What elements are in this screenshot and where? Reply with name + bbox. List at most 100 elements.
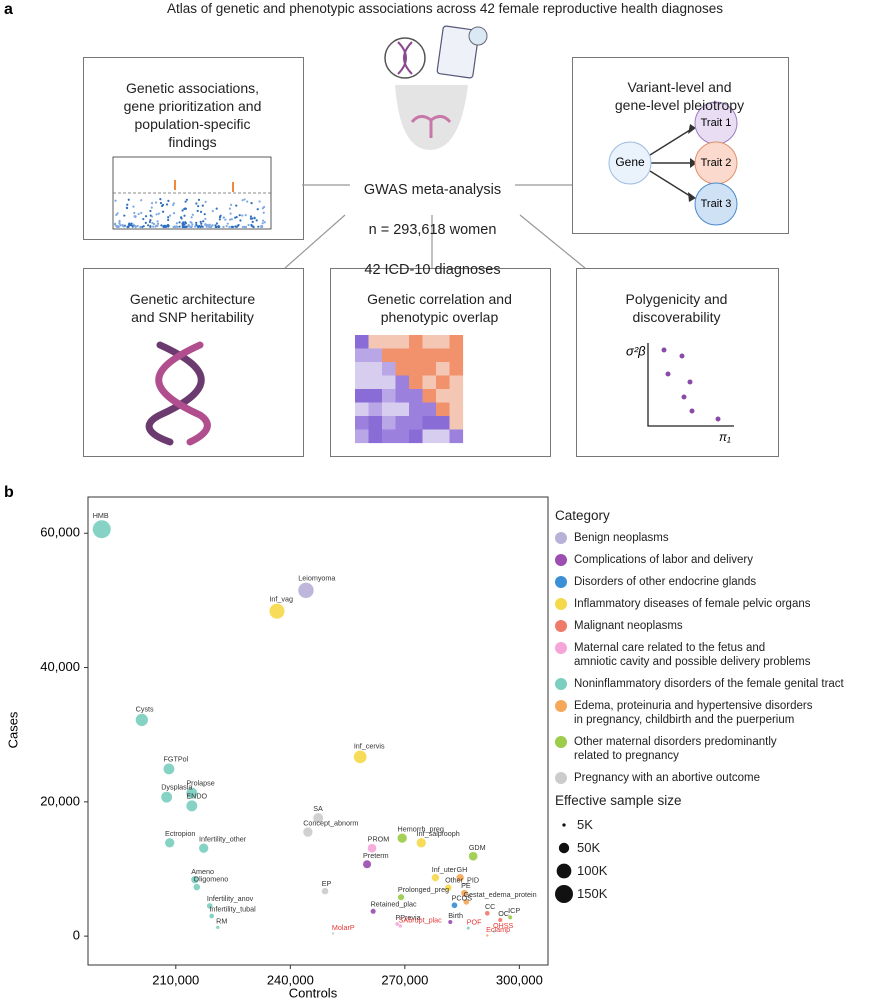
manhattan-dot xyxy=(209,225,212,228)
point xyxy=(498,917,503,923)
legend-label: Maternal care related to the fetus and a… xyxy=(574,642,811,668)
box-title: Polygenicity and discoverability xyxy=(625,291,728,325)
point xyxy=(193,883,201,891)
point-label: Ameno xyxy=(191,867,214,876)
heat-cell xyxy=(449,416,464,430)
manhattan-dot xyxy=(156,220,159,223)
manhattan-dot xyxy=(122,225,125,228)
point xyxy=(397,833,407,843)
dna xyxy=(397,41,413,75)
manhattan-dot xyxy=(179,216,183,219)
torso xyxy=(395,85,468,150)
legend: Category Benign neoplasms Complications o… xyxy=(555,508,890,908)
center-line: 42 ICD-10 diagnoses xyxy=(364,262,501,278)
manhattan-dot xyxy=(207,225,211,229)
heat-cell xyxy=(395,389,410,403)
manhattan-dot xyxy=(181,225,185,229)
manhattan-dot xyxy=(225,224,228,228)
size-legend-label: 100K xyxy=(577,863,608,878)
manhattan-dot xyxy=(132,205,135,208)
manhattan-dot xyxy=(139,225,142,229)
point xyxy=(451,902,458,909)
legend-entry: Edema, proteinuria and hypertensive diso… xyxy=(555,699,890,727)
size-mark xyxy=(558,842,570,854)
size-legend-entry: 5K xyxy=(555,816,890,834)
size-swatch-box xyxy=(555,862,573,880)
point-label: Other_PID xyxy=(445,875,479,884)
manhattan-dot xyxy=(131,224,134,228)
size-mark xyxy=(562,823,566,827)
point xyxy=(216,925,220,930)
point-label: PE xyxy=(461,881,471,890)
manhattan-dot xyxy=(261,222,264,225)
size-swatch xyxy=(555,885,573,903)
heat-cell xyxy=(409,375,423,390)
size-swatch xyxy=(558,842,570,854)
manhattan-dot xyxy=(190,221,193,224)
manhattan-dot xyxy=(162,225,165,228)
heat-cell xyxy=(422,389,437,403)
manhattan-dot xyxy=(133,211,136,215)
heat-cell xyxy=(409,416,423,430)
size-swatch xyxy=(556,863,572,879)
point-label: Infertility_anov xyxy=(207,894,254,903)
manhattan-dot xyxy=(195,223,198,227)
manhattan-dot xyxy=(150,206,153,209)
point-label: Inf_salp/ooph xyxy=(417,829,460,838)
manhattan-dot xyxy=(238,214,241,217)
point-label: Cysts xyxy=(136,705,154,714)
legend-label: Inflammatory diseases of female pelvic o… xyxy=(574,598,811,610)
legend-label: Disorders of other endocrine glands xyxy=(574,576,757,588)
manhattan-dot xyxy=(159,201,163,205)
manhattan-dot xyxy=(178,221,181,224)
manhattan-dot xyxy=(260,225,263,229)
manhattan-dot xyxy=(167,199,170,202)
manhattan-dot xyxy=(208,223,211,226)
point-label: RM xyxy=(216,917,227,926)
legend-title: Effective sample size xyxy=(555,793,682,808)
manhattan-dot xyxy=(250,224,253,227)
size-legend-entry: 50K xyxy=(555,839,890,857)
point-label: SAbrupt_plac xyxy=(399,915,443,924)
manhattan-dot xyxy=(228,207,232,210)
point-label: Birth xyxy=(448,911,463,920)
axis-label: σ²β xyxy=(626,343,646,358)
manhattan-dot xyxy=(140,199,143,202)
heat-cell xyxy=(409,362,423,376)
heat-cell xyxy=(422,335,437,349)
manhattan-dot xyxy=(134,215,137,219)
size-legend-entry: 150K xyxy=(555,885,890,903)
point-label: Prolonged_preg xyxy=(398,885,449,894)
manhattan-dot xyxy=(241,225,244,228)
heat-cell xyxy=(409,402,423,417)
size-legend-label: 5K xyxy=(577,817,593,832)
manhattan-dot xyxy=(236,224,239,227)
center-line: GWAS meta-analysis xyxy=(363,182,502,198)
point-label: Gestat_edema_protein xyxy=(463,890,536,899)
manhattan-peak xyxy=(174,180,176,190)
size-legend-entry: 100K xyxy=(555,862,890,880)
heat-cell xyxy=(355,416,369,430)
manhattan-dot xyxy=(137,212,140,216)
manhattan-dot xyxy=(195,202,198,205)
point xyxy=(135,713,148,727)
legend-entry: Pregnancy with an abortive outcome xyxy=(555,771,890,785)
manhattan-dot xyxy=(155,213,158,216)
manhattan-dot xyxy=(215,207,218,210)
manhattan-dot xyxy=(182,221,185,224)
manhattan-dot xyxy=(144,221,147,224)
legend-swatch xyxy=(555,554,567,566)
point xyxy=(492,930,496,933)
point xyxy=(303,827,313,837)
manhattan-dot xyxy=(196,209,199,213)
point xyxy=(468,851,478,861)
legend-label: Malignant neoplasms xyxy=(574,620,683,632)
manhattan-dot xyxy=(204,223,207,226)
helix xyxy=(145,341,211,446)
clipboard xyxy=(436,25,480,79)
manhattan-dot xyxy=(214,224,217,227)
size-legend-label: 150K xyxy=(577,886,608,901)
point xyxy=(353,750,367,764)
